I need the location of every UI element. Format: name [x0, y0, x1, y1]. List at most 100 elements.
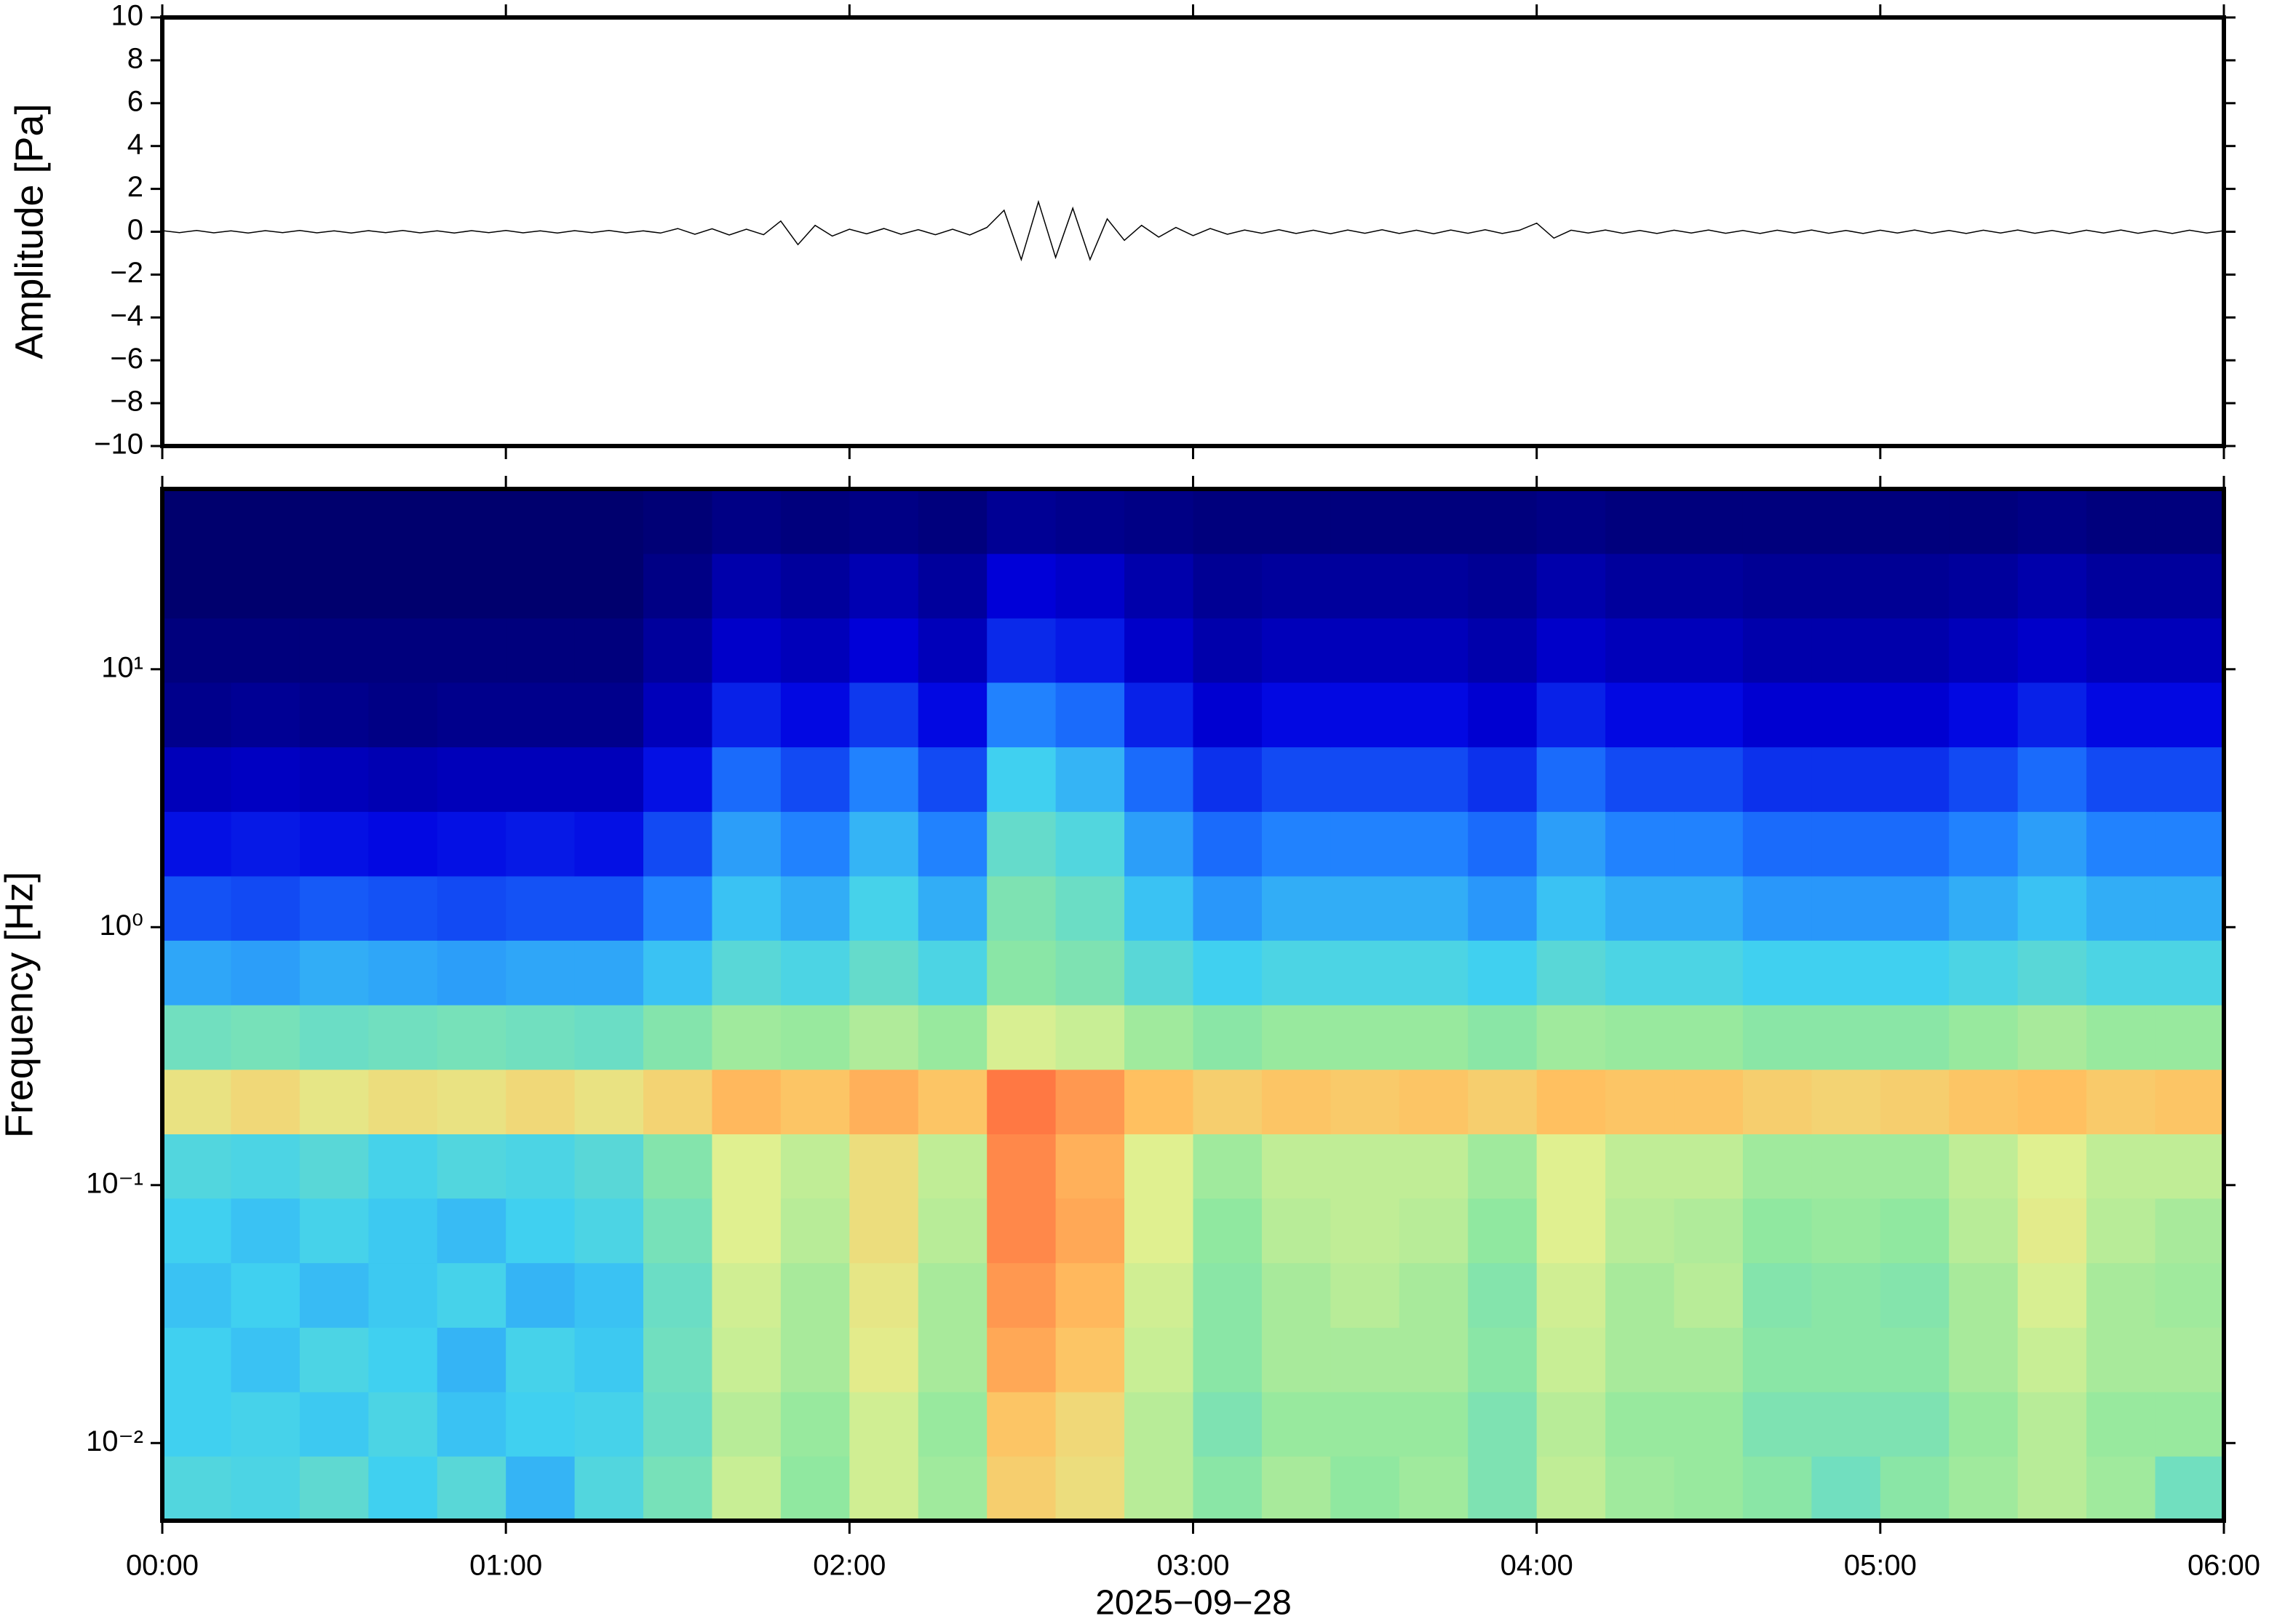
- spectrogram-cell: [1261, 1198, 1331, 1264]
- spectrogram-cell: [2155, 618, 2225, 683]
- spectrogram-cell: [712, 489, 782, 554]
- spectrogram-cell: [437, 1005, 506, 1070]
- spectrogram-cell: [1811, 875, 1881, 941]
- spectrogram-cell: [780, 489, 850, 554]
- spectrogram-cell: [299, 1456, 369, 1521]
- spectrogram-cell: [368, 1069, 438, 1134]
- spectrogram-cell: [1399, 1456, 1469, 1521]
- spectrogram-cell: [712, 1005, 782, 1070]
- spectrogram-cell: [1674, 811, 1744, 877]
- spectrogram-cell: [918, 1456, 988, 1521]
- spectrogram-cell: [2155, 1069, 2225, 1134]
- plot-frame: [160, 15, 2226, 448]
- spectrogram-cell: [1193, 1198, 1263, 1264]
- spectrogram-cell: [1193, 1069, 1263, 1134]
- spectrogram-cell: [1880, 1134, 1950, 1199]
- spectrogram-cell: [1468, 553, 1538, 618]
- spectrogram-cell: [506, 811, 576, 877]
- spectrogram-cell: [231, 875, 301, 941]
- spectrogram-cell: [231, 1134, 301, 1199]
- spectrogram-cell: [1605, 1456, 1675, 1521]
- spectrogram-cell: [1399, 1391, 1469, 1457]
- spectrogram-cell: [1880, 1198, 1950, 1264]
- spectrogram-cell: [1468, 1262, 1538, 1328]
- waveform-line: [162, 199, 2225, 262]
- spectrogram-cell: [849, 1327, 919, 1393]
- spectrogram-cell: [2155, 875, 2225, 941]
- x-tick-label: 00:00: [126, 1550, 199, 1582]
- spectrogram-cell: [1261, 489, 1331, 554]
- spectrogram-cell: [1880, 1262, 1950, 1328]
- spectrogram-cell: [299, 1005, 369, 1070]
- spectrogram-cell: [1811, 1327, 1881, 1393]
- spectrogram-cell: [1605, 940, 1675, 1006]
- spectrogram-cell: [2017, 1391, 2087, 1457]
- spectrogram-cell: [231, 553, 301, 618]
- spectrogram-cell: [849, 1069, 919, 1134]
- y-tick-label: −4: [110, 300, 143, 332]
- spectrogram-cell: [1811, 747, 1881, 812]
- spectrogram-cell: [2155, 1005, 2225, 1070]
- spectrogram-cell: [1811, 940, 1881, 1006]
- spectrogram-cell: [1536, 1262, 1606, 1328]
- spectrogram-cell: [1605, 682, 1675, 748]
- y-tick-label: 10¹: [101, 651, 143, 683]
- spectrogram-cell: [849, 1391, 919, 1457]
- spectrogram-cell: [1124, 1005, 1194, 1070]
- spectrogram-cell: [2086, 875, 2156, 941]
- spectrogram-cell: [1330, 553, 1400, 618]
- spectrogram-cell: [506, 747, 576, 812]
- spectrogram-cell: [1330, 1456, 1400, 1521]
- spectrogram-cell: [368, 618, 438, 683]
- spectrogram-cell: [849, 489, 919, 554]
- spectrogram-cell: [574, 1005, 644, 1070]
- spectrogram-cell: [1468, 1134, 1538, 1199]
- spectrogram-cell: [162, 489, 232, 554]
- spectrogram-cell: [918, 811, 988, 877]
- spectrogram-cell: [299, 875, 369, 941]
- spectrogram-cell: [574, 682, 644, 748]
- spectrogram-cell: [712, 875, 782, 941]
- spectrogram-cell: [506, 1262, 576, 1328]
- spectrogram-cell: [1536, 1069, 1606, 1134]
- spectrogram-cell: [643, 940, 713, 1006]
- spectrogram-cell: [1193, 1134, 1263, 1199]
- spectrogram-cell: [1742, 1391, 1812, 1457]
- spectrogram-cell: [1124, 747, 1194, 812]
- spectrogram-cell: [437, 1391, 506, 1457]
- spectrogram-cell: [849, 553, 919, 618]
- spectrogram-cell: [1055, 747, 1125, 812]
- spectrogram-cell: [368, 1262, 438, 1328]
- spectrogram-cell: [1055, 875, 1125, 941]
- spectrogram-cell: [1536, 618, 1606, 683]
- spectrogram-cell: [1055, 1005, 1125, 1070]
- spectrogram-cell: [1605, 875, 1675, 941]
- spectrogram-cell: [1605, 1262, 1675, 1328]
- spectrogram-cell: [1193, 1005, 1263, 1070]
- y-tick-label: 2: [127, 171, 143, 203]
- spectrogram-cell: [162, 1198, 232, 1264]
- spectrogram-cell: [1742, 1456, 1812, 1521]
- spectrogram-cell: [1124, 1262, 1194, 1328]
- spectrogram-cell: [712, 618, 782, 683]
- spectrogram-cell: [1742, 682, 1812, 748]
- spectrogram-cell: [2086, 1069, 2156, 1134]
- y-tick-label: 4: [127, 128, 143, 160]
- spectrogram-cell: [1949, 1327, 2019, 1393]
- spectrogram-cell: [1742, 553, 1812, 618]
- spectrogram-cell: [1674, 489, 1744, 554]
- spectrogram-cell: [2017, 1198, 2087, 1264]
- spectrogram-cell: [2017, 1456, 2087, 1521]
- spectrogram-cell: [1468, 875, 1538, 941]
- spectrogram-cell: [1330, 1069, 1400, 1134]
- spectrogram-cell: [2155, 1134, 2225, 1199]
- spectrogram-cell: [1193, 1327, 1263, 1393]
- spectrogram-cell: [1261, 811, 1331, 877]
- spectrogram-cell: [1674, 747, 1744, 812]
- spectrogram-cell: [1468, 811, 1538, 877]
- spectrogram-cell: [712, 1262, 782, 1328]
- y-axis-title: Amplitude [Pa]: [7, 103, 51, 359]
- spectrogram-cell: [1536, 1327, 1606, 1393]
- spectrogram-cell: [1468, 940, 1538, 1006]
- spectrogram-cell: [506, 489, 576, 554]
